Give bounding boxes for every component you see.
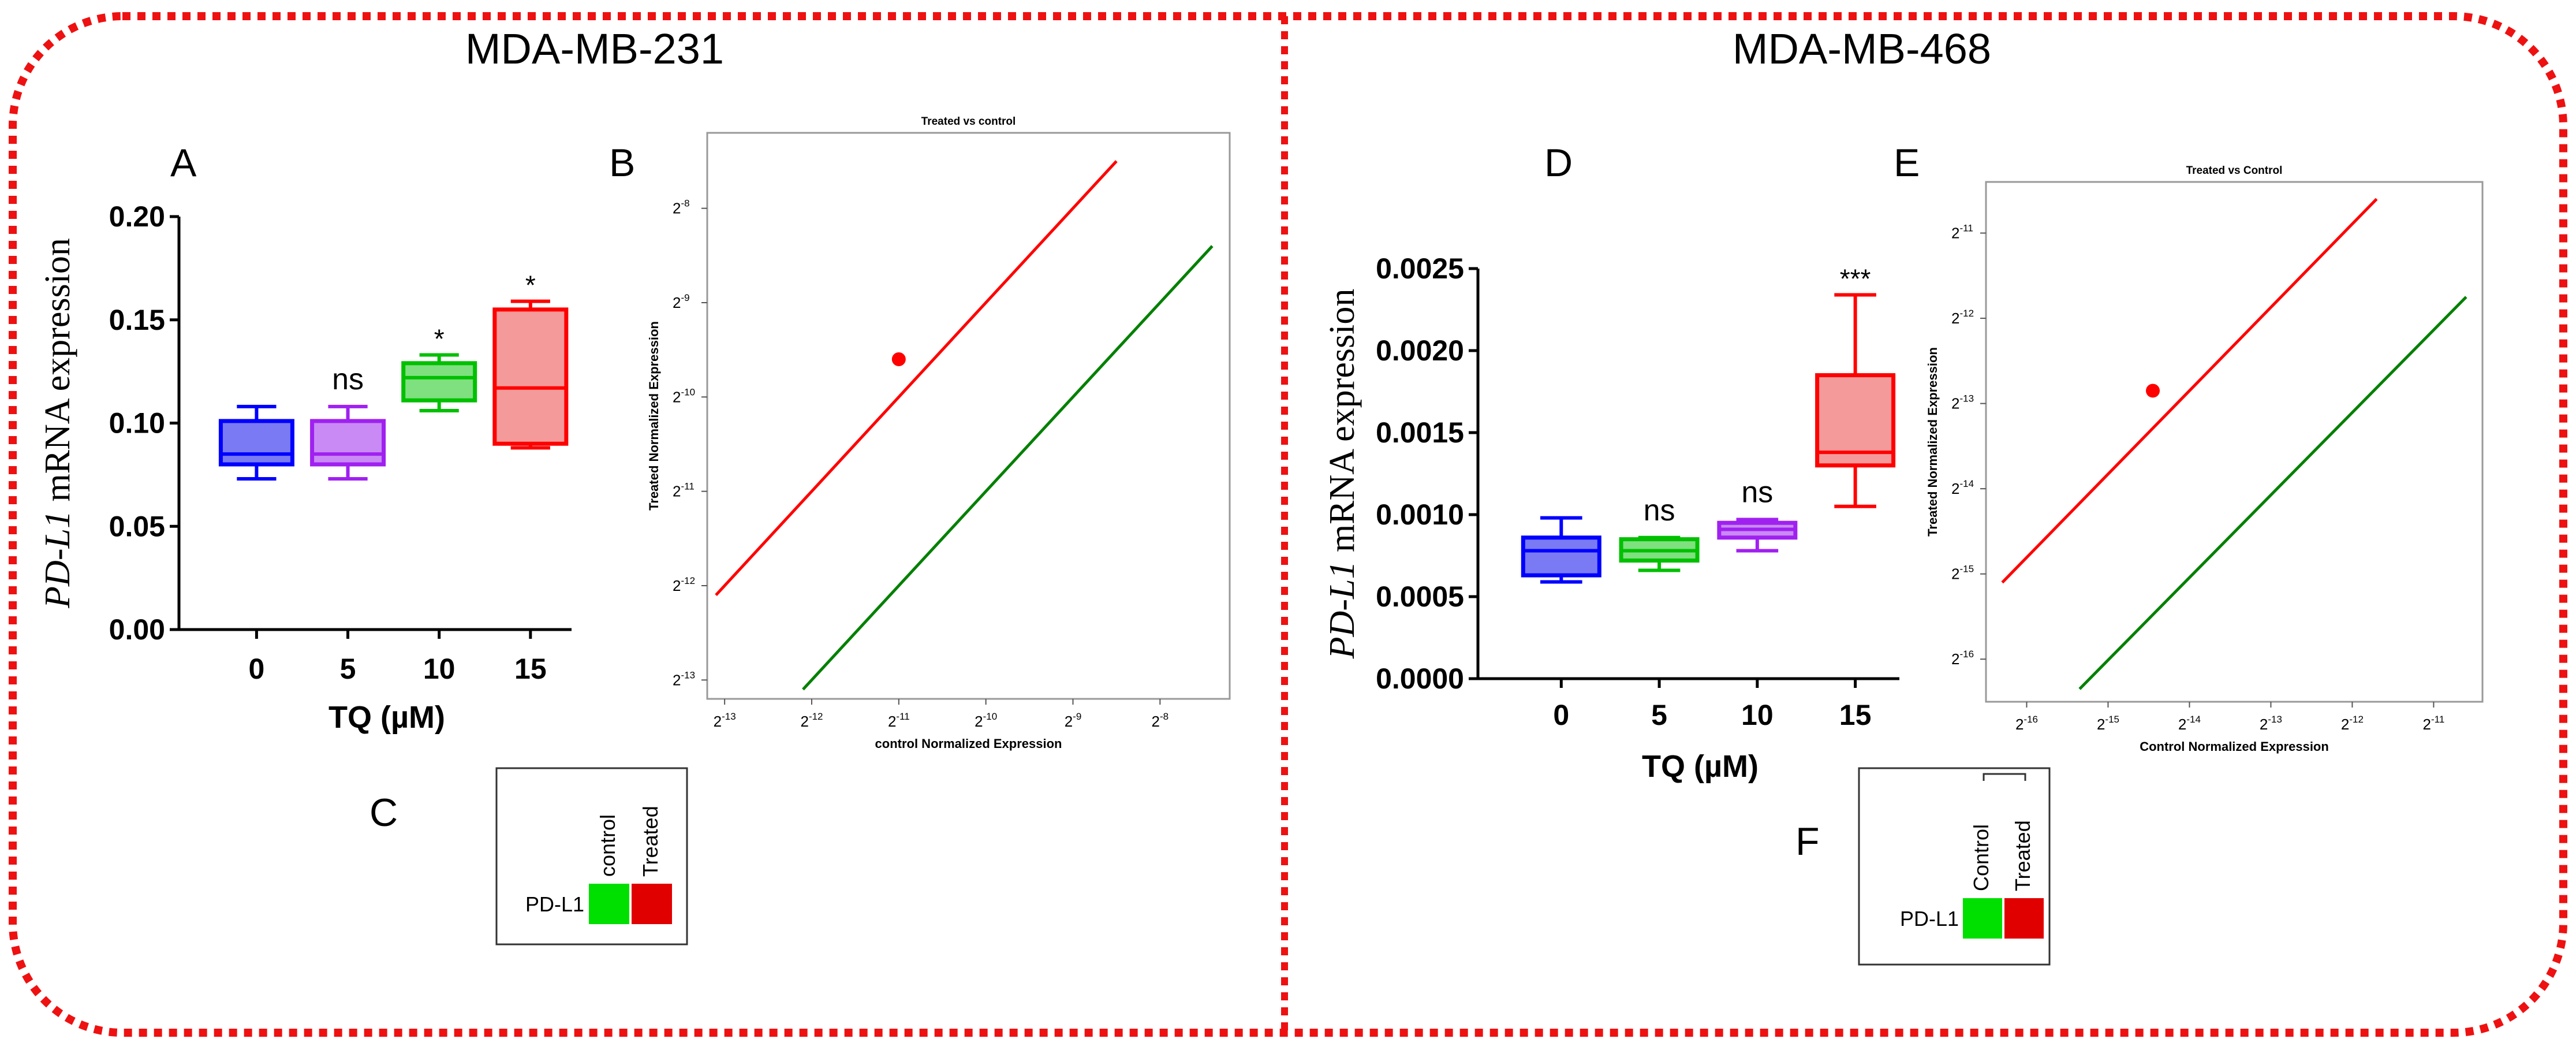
heatmap-cell-control: [1963, 898, 2002, 939]
y-axis-label: PD-L1 mRNA expression: [1323, 289, 1362, 660]
y-tick-label: 2-13: [673, 669, 695, 688]
y-tick-label: 0.20: [109, 200, 165, 233]
column-label: Treated: [2011, 820, 2034, 891]
plot-title: Treated vs Control: [2186, 165, 2283, 177]
y-axis-label: Treated Normalized Expression: [647, 321, 661, 511]
y-tick-label: 0.0015: [1376, 416, 1464, 449]
x-tick-label: 2-12: [800, 711, 823, 730]
x-tick-label: 2-13: [714, 711, 736, 730]
x-tick-label: 2-11: [2423, 714, 2445, 733]
box: [401, 361, 477, 403]
panel-letter-D: D: [1544, 141, 1573, 185]
upper-threshold-line: [715, 160, 1118, 597]
row-label: PD-L1: [1900, 907, 1959, 930]
panel-letter-B: B: [609, 141, 635, 185]
x-tick-label: 15: [514, 653, 547, 685]
y-tick-label: 2-11: [1951, 223, 1973, 242]
y-axis-label: PD-L1 mRNA expression: [38, 238, 77, 609]
box: [1815, 373, 1896, 468]
box: [492, 307, 569, 446]
x-tick-label: 0: [1553, 699, 1569, 731]
heatmap-cell-treated: [632, 884, 672, 924]
figure-frame: [9, 12, 2567, 1037]
y-tick-label: 2-8: [673, 198, 690, 217]
significance-label: ns: [1644, 494, 1675, 527]
y-tick-label: 0.0000: [1376, 662, 1464, 695]
lower-threshold-line: [2078, 296, 2467, 690]
y-tick-label: 0.0005: [1376, 580, 1464, 613]
y-tick-label: 2-9: [673, 292, 690, 311]
plot-frame: [1985, 181, 2484, 703]
x-axis-label: TQ (µM): [328, 700, 445, 735]
significance-label: *: [434, 324, 445, 354]
heatmap-cell-treated: [2004, 898, 2044, 939]
x-axis-label: Control Normalized Expression: [2140, 739, 2329, 754]
plot-title: Treated vs control: [921, 116, 1016, 128]
box-plot-D: 0.0000 0.0005 0.0010 0.0015 0.0020 0.0025 0 5 ns…: [1323, 252, 1899, 784]
y-tick-label: 2-13: [1951, 393, 1974, 412]
lower-threshold-line: [802, 245, 1214, 691]
y-tick-label: 0.0010: [1376, 498, 1464, 531]
right-title: MDA-MB-468: [1733, 25, 1991, 73]
y-tick-label: 2-11: [673, 481, 695, 500]
plot-frame: [706, 132, 1231, 700]
panel-letter-A: A: [170, 141, 197, 185]
box: [1521, 535, 1601, 578]
x-tick-label: 15: [1839, 699, 1872, 731]
panel-letter-E: E: [1894, 141, 1920, 185]
y-tick-label: 2-15: [1951, 564, 1974, 583]
scatter-plot-B: Treated vs control 2-13 2-12 2-11 2-10 2-9 2-8…: [647, 116, 1231, 751]
x-tick-label: 2-16: [2015, 714, 2038, 733]
x-tick-label: 2-12: [2341, 714, 2364, 733]
x-tick-label: 2-11: [888, 711, 910, 730]
y-tick-label: 0.0025: [1376, 252, 1464, 285]
x-tick-label: 5: [1651, 699, 1667, 731]
y-tick-label: 0.10: [109, 407, 165, 440]
data-point: [891, 352, 906, 366]
x-tick-label: 2-9: [1065, 711, 1082, 730]
x-tick-label: 2-15: [2097, 714, 2119, 733]
box-plot-A: 0.00 0.05 0.10 0.15 0.20 0 5 ns 10 * 15 * TQ (µM) PD-…: [38, 200, 572, 735]
y-tick-label: 2-16: [1951, 649, 1974, 668]
y-tick-label: 0.0020: [1376, 334, 1464, 367]
dendrogram-bracket: [1983, 773, 2026, 781]
heatmap-C: control Treated PD-L1: [495, 767, 688, 946]
row-label: PD-L1: [525, 892, 584, 916]
panel-letter-C: C: [369, 791, 398, 835]
x-tick-label: 5: [340, 653, 356, 685]
significance-label: ns: [332, 363, 364, 396]
x-tick-label: 10: [423, 653, 456, 685]
y-tick-label: 0.15: [109, 304, 165, 336]
x-tick-label: 0: [249, 653, 265, 685]
box: [310, 419, 386, 467]
left-title: MDA-MB-231: [465, 25, 724, 73]
y-tick-label: 2-10: [673, 386, 695, 405]
column-label: Control: [1969, 824, 1993, 891]
heatmap-cell-control: [589, 884, 629, 924]
heatmap-F: Control Treated PD-L1: [1858, 767, 2051, 966]
y-tick-label: 2-12: [1951, 308, 1974, 327]
box: [218, 419, 294, 467]
panel-letter-F: F: [1795, 820, 1820, 863]
x-axis-label: control Normalized Expression: [875, 736, 1062, 751]
x-tick-label: 10: [1741, 699, 1774, 731]
x-tick-label: 2-10: [975, 711, 997, 730]
x-tick-label: 2-8: [1152, 711, 1169, 730]
y-tick-label: 2-12: [673, 575, 695, 594]
data-point: [2146, 384, 2160, 398]
column-label: control: [596, 814, 619, 877]
scatter-plot-E: Treated vs Control 2-16 2-15 2-14 2-13 2-12 2-…: [1925, 165, 2484, 754]
y-axis-label: Treated Normalized Expression: [1925, 347, 1940, 537]
y-tick-label: 2-14: [1951, 478, 1974, 497]
column-label: Treated: [639, 806, 662, 877]
significance-label: *: [525, 270, 536, 300]
y-tick-label: 0.05: [109, 510, 165, 542]
significance-label: ns: [1741, 476, 1773, 509]
x-tick-label: 2-14: [2178, 714, 2201, 733]
upper-threshold-line: [2001, 198, 2378, 584]
significance-label: ***: [1840, 263, 1871, 293]
x-tick-label: 2-13: [2260, 714, 2282, 733]
x-axis-label: TQ (µM): [1642, 749, 1759, 784]
y-tick-label: 0.00: [109, 613, 165, 646]
